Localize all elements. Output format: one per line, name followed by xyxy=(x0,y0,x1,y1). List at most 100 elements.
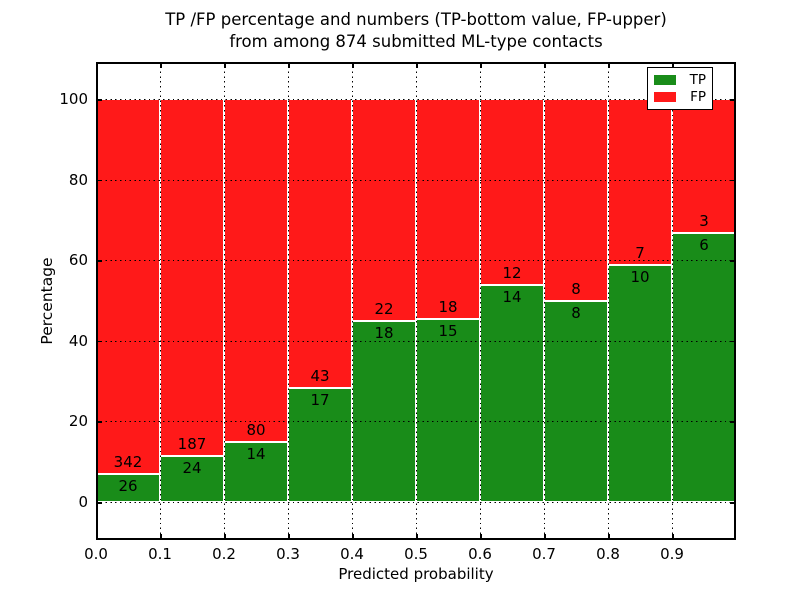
bar-fp-segment xyxy=(288,99,352,388)
x-tick-mark xyxy=(416,64,418,68)
fp-count-label: 80 xyxy=(246,420,266,439)
bar-tp-segment xyxy=(608,264,672,502)
x-tick-label: 0.7 xyxy=(532,545,556,563)
bar-tp-segment xyxy=(544,300,608,502)
y-tick-mark xyxy=(730,421,734,423)
y-tick-mark xyxy=(98,502,102,504)
legend-item: TP xyxy=(648,72,712,88)
y-axis-label: Percentage xyxy=(38,257,56,345)
plot-area: 342 26 187 24 80 14 43 17 22 18 18 15 12 14 8 8 7 10 3 6 TP… xyxy=(96,62,736,540)
bar-fp-segment xyxy=(480,99,544,285)
fp-count-label: 3 xyxy=(699,212,709,231)
fp-count-label: 342 xyxy=(113,452,143,471)
x-tick-mark xyxy=(608,64,610,68)
fp-count-label: 43 xyxy=(310,366,330,385)
tp-count-label: 18 xyxy=(374,323,394,342)
y-tick-mark xyxy=(98,421,102,423)
x-tick-mark xyxy=(224,64,226,68)
tp-count-label: 14 xyxy=(502,288,522,306)
x-tick-mark xyxy=(544,534,546,538)
fp-count-label: 18 xyxy=(438,297,458,316)
x-tick-mark xyxy=(352,534,354,538)
x-tick-label: 0.6 xyxy=(468,545,492,563)
tp-count-label: 17 xyxy=(310,390,330,409)
y-tick-mark xyxy=(98,340,102,343)
x-tick-mark xyxy=(672,64,674,68)
y-tick-label: 100 xyxy=(59,90,88,108)
bar-tp-segment xyxy=(224,441,288,502)
gridline-vertical xyxy=(608,62,609,540)
gridline-vertical xyxy=(352,62,353,540)
x-tick-mark xyxy=(288,64,290,68)
chart-title-line2: from among 874 submitted ML-type contact… xyxy=(229,32,603,51)
x-tick-mark xyxy=(608,534,610,538)
bar-tp-segment xyxy=(160,456,224,502)
bar-fp-segment xyxy=(608,99,672,265)
x-tick-mark xyxy=(96,534,98,538)
y-tick-label: 0 xyxy=(78,493,88,511)
gridline-vertical xyxy=(224,62,225,540)
x-tick-label: 0.1 xyxy=(148,545,172,563)
x-tick-label: 0.5 xyxy=(404,545,428,563)
bar-tp-segment xyxy=(352,320,416,502)
legend-item-label: FP xyxy=(690,89,706,106)
x-axis-label: Predicted probability xyxy=(338,565,494,583)
bar-fp-segment xyxy=(672,99,736,234)
bar-fp-segment xyxy=(224,99,288,442)
legend-item-label: TP xyxy=(689,71,706,88)
fp-count-label: 22 xyxy=(374,299,394,318)
y-tick-mark xyxy=(98,260,102,262)
bar-tp-segment xyxy=(288,387,352,502)
fp-count-label: 187 xyxy=(177,435,207,454)
tp-legend-swatch xyxy=(654,74,676,85)
gridline-vertical xyxy=(480,62,481,540)
y-tick-mark xyxy=(730,179,734,182)
fp-count-label: 8 xyxy=(571,279,581,298)
legend-item: FP xyxy=(648,89,712,105)
y-tick-label: 20 xyxy=(68,412,88,431)
x-tick-mark xyxy=(288,534,290,538)
x-tick-mark xyxy=(224,534,226,538)
x-tick-label: 0.0 xyxy=(84,545,108,563)
y-tick-mark xyxy=(98,99,102,101)
x-tick-mark xyxy=(672,534,674,538)
bar-fp-segment xyxy=(352,99,416,321)
bar-fp-segment xyxy=(416,99,480,319)
gridline-vertical xyxy=(672,62,673,540)
gridline-vertical xyxy=(416,62,417,540)
x-tick-mark xyxy=(160,64,162,68)
x-tick-mark xyxy=(96,64,98,68)
x-tick-label: 0.3 xyxy=(276,545,300,563)
bar-tp-segment xyxy=(480,285,544,502)
x-tick-mark xyxy=(734,534,736,538)
chart-title: TP /FP percentage and numbers (TP-bottom… xyxy=(96,9,736,53)
tp-count-label: 24 xyxy=(182,459,202,478)
bar-tp-segment xyxy=(416,318,480,502)
x-tick-mark xyxy=(734,64,736,68)
tp-count-label: 14 xyxy=(246,444,266,463)
tp-count-label: 8 xyxy=(571,303,581,322)
y-tick-label: 60 xyxy=(68,251,88,270)
chart-title-line1: TP /FP percentage and numbers (TP-bottom… xyxy=(165,10,667,29)
y-tick-label: 80 xyxy=(68,170,88,189)
y-tick-mark xyxy=(730,99,734,101)
y-tick-mark xyxy=(98,179,102,182)
gridline-vertical xyxy=(288,62,289,540)
x-tick-mark xyxy=(544,64,546,68)
x-tick-label: 0.4 xyxy=(340,545,364,563)
fp-count-label: 12 xyxy=(502,264,522,282)
fp-count-label: 7 xyxy=(635,243,645,262)
tp-count-label: 15 xyxy=(438,321,458,340)
x-tick-label: 0.2 xyxy=(212,545,236,563)
tp-count-label: 6 xyxy=(699,236,709,255)
x-tick-mark xyxy=(352,64,354,68)
bar-fp-segment xyxy=(160,99,224,457)
bar-fp-segment xyxy=(544,99,608,301)
tp-count-label: 26 xyxy=(118,476,138,495)
fp-legend-swatch xyxy=(654,92,676,103)
bar-tp-segment xyxy=(96,473,160,502)
gridline-vertical xyxy=(544,62,545,540)
bar-tp-segment xyxy=(672,233,736,502)
y-tick-mark xyxy=(730,340,734,343)
